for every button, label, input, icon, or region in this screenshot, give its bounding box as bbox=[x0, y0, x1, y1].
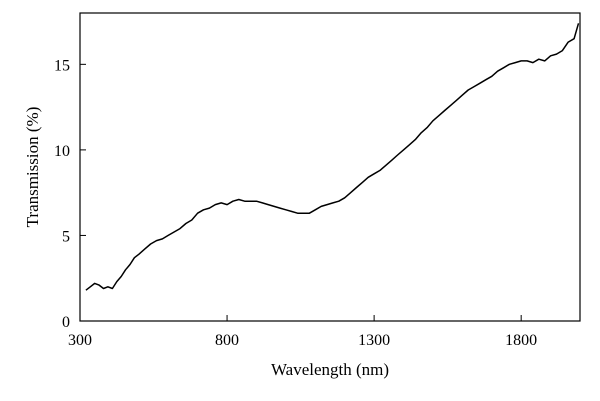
x-axis-ticks: 300 800 1300 1800 bbox=[68, 315, 537, 349]
y-axis-ticks: 0 5 10 15 bbox=[54, 57, 86, 331]
y-tick-label: 5 bbox=[62, 228, 70, 245]
x-tick-label: 1800 bbox=[505, 332, 537, 349]
x-tick-label: 1300 bbox=[358, 332, 390, 349]
y-axis-label: Transmission (%) bbox=[23, 107, 42, 228]
x-tick-label: 800 bbox=[215, 332, 239, 349]
y-tick-label: 0 bbox=[62, 314, 70, 331]
y-tick-label: 10 bbox=[54, 143, 70, 160]
x-tick-label: 300 bbox=[68, 332, 92, 349]
plot-frame bbox=[79, 12, 581, 322]
y-tick-label: 15 bbox=[54, 57, 70, 74]
transmission-series-line bbox=[85, 23, 580, 291]
x-axis-label: Wavelength (nm) bbox=[271, 360, 389, 379]
